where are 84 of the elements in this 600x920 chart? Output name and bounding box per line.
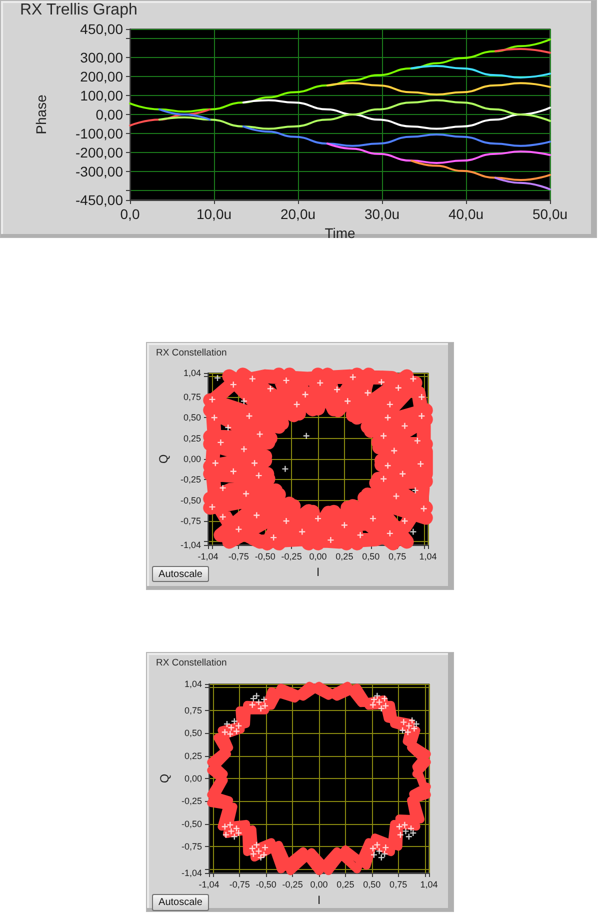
- x-tick-label: -0,75: [229, 880, 250, 890]
- x-tick-label: 20,0u: [280, 206, 316, 222]
- point: [409, 717, 416, 724]
- chart-title: RX Trellis Graph: [20, 2, 138, 18]
- point: [411, 726, 418, 732]
- x-tick-label: 10,0u: [196, 206, 232, 222]
- point: [406, 722, 412, 729]
- x-tick-label: -0,50: [256, 880, 276, 890]
- point: [231, 718, 238, 724]
- line-series: [410, 160, 551, 182]
- y-tick-label: 1,04: [184, 679, 202, 689]
- point: [256, 699, 262, 706]
- y-tick-label: -300,00: [76, 164, 124, 180]
- point: [374, 692, 380, 699]
- y-axis-title: Q: [158, 774, 172, 784]
- point: [382, 702, 389, 709]
- x-tick-label: 50,0u: [532, 206, 568, 222]
- y-tick-label: 300,00: [80, 50, 124, 66]
- point: [400, 719, 407, 726]
- point: [234, 728, 240, 734]
- y-tick-label: -0,50: [181, 818, 202, 829]
- x-axis-title: I: [317, 892, 321, 907]
- y-tick-label: 0,75: [184, 705, 202, 716]
- y-axis-title: Phase: [33, 94, 49, 134]
- point: [371, 852, 377, 858]
- y-tick-label: -0,25: [181, 796, 202, 806]
- point: [256, 848, 262, 854]
- y-tick-label: 100,00: [80, 88, 124, 104]
- y-tick-label: -450,00: [76, 192, 124, 208]
- y-tick-label: -100,00: [76, 126, 124, 142]
- point: [258, 854, 264, 861]
- y-tick-label: 200,00: [80, 68, 124, 84]
- y-tick-label: 0,00: [184, 774, 202, 784]
- point: [376, 848, 382, 854]
- point: [254, 842, 260, 848]
- point: [400, 727, 406, 734]
- chart-title: RX Constellation: [156, 658, 227, 668]
- point: [396, 824, 402, 830]
- point: [222, 729, 228, 736]
- point: [402, 828, 409, 834]
- point: [227, 822, 234, 828]
- x-axis-title: Time: [324, 224, 356, 241]
- point: [397, 832, 404, 838]
- x-tick-label: -0,25: [282, 880, 303, 890]
- point: [261, 852, 267, 858]
- x-tick-label: 40,0u: [448, 206, 484, 222]
- line-series: [129, 38, 551, 113]
- y-tick-label: 450,00: [80, 21, 124, 37]
- point: [228, 724, 234, 731]
- point: [404, 729, 411, 736]
- point: [376, 699, 382, 706]
- x-tick-label: -1,04: [198, 880, 220, 890]
- line-series: [326, 142, 551, 164]
- x-tick-label: 1,04: [420, 880, 438, 890]
- y-tick-label: -0,75: [181, 842, 202, 852]
- x-tick-label: 0,25: [336, 880, 354, 890]
- y-tick-label: -200,00: [76, 144, 124, 160]
- point: [413, 720, 420, 727]
- y-tick-label: -1,04: [181, 868, 202, 878]
- line-series: [326, 82, 551, 96]
- line-series: [242, 99, 551, 130]
- point: [228, 828, 234, 834]
- line-series: [158, 99, 551, 130]
- x-tick-label: 0,00: [310, 880, 328, 890]
- line-series: [410, 65, 551, 78]
- point: [402, 822, 408, 828]
- x-tick-label: 30,0u: [364, 206, 400, 222]
- y-tick-label: 0,50: [184, 728, 202, 738]
- x-tick-label: 0,75: [390, 880, 408, 890]
- point: [374, 842, 380, 848]
- y-tick-label: 0,00: [96, 106, 124, 122]
- point: [222, 824, 228, 830]
- button: Autoscale: [152, 894, 209, 911]
- point: [227, 730, 234, 737]
- point: [231, 834, 238, 840]
- point: [254, 692, 260, 699]
- point: [406, 834, 412, 840]
- x-tick-label: 0,0: [120, 206, 140, 222]
- point: [262, 702, 268, 709]
- point: [222, 832, 229, 838]
- y-tick-label: 0,25: [184, 750, 202, 761]
- x-tick-label: 0,50: [363, 880, 381, 890]
- point: [258, 706, 264, 712]
- point: [236, 722, 242, 729]
